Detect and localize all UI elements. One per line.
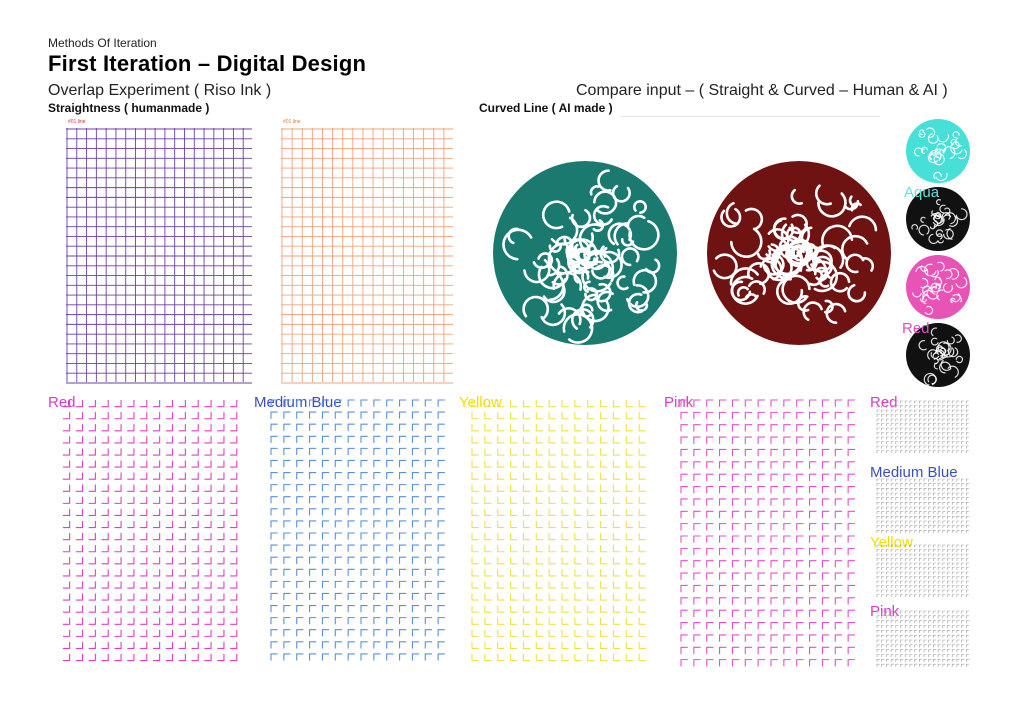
sheet-tag: #01 line	[283, 119, 301, 125]
knot-teal	[493, 161, 677, 345]
grid-sheet-orange: #01 line	[281, 118, 453, 384]
right-label-yellow: Yellow	[870, 534, 913, 551]
grid-sheet-purple: #01 line	[66, 118, 252, 384]
knot-maroon	[707, 161, 891, 345]
divider	[620, 116, 880, 117]
swatch-aqua-overlay	[906, 187, 970, 251]
bracket-pattern-yellow	[471, 400, 646, 662]
swatch-label-aqua: Aqua	[904, 184, 940, 201]
subtitle-compare: Compare input – ( Straight & Curved – Hu…	[576, 82, 948, 99]
bracket-pattern-blue	[270, 399, 445, 661]
panel-label-medium-blue: Medium Blue	[254, 394, 342, 411]
swatch-red-overlay	[906, 323, 970, 387]
grid-lines	[66, 128, 252, 384]
grid-lines	[281, 128, 453, 384]
mini-grid-yellow	[876, 544, 969, 597]
swatch-aqua-circle	[906, 119, 970, 183]
swatch-label-red: Red	[902, 320, 930, 337]
subtitle-overlap: Overlap Experiment ( Riso Ink )	[48, 82, 272, 99]
page-title: First Iteration – Digital Design	[48, 51, 367, 76]
mini-grid-pink	[876, 610, 969, 667]
section-curved: Curved Line ( AI made )	[479, 101, 613, 115]
mini-grid-blue	[876, 478, 969, 533]
section-straightness: Straightness ( humanmade )	[48, 101, 210, 115]
sheet-tag: #01 line	[68, 119, 86, 125]
right-label-medium-blue: Medium Blue	[870, 464, 958, 481]
panel-label-pink: Pink	[664, 394, 694, 411]
swatch-pink-circle	[906, 255, 970, 319]
bracket-pattern-pink	[680, 399, 855, 667]
bracket-pattern-red	[63, 400, 238, 662]
kicker: Methods Of Iteration	[48, 36, 157, 50]
mini-grid-red	[876, 400, 969, 453]
